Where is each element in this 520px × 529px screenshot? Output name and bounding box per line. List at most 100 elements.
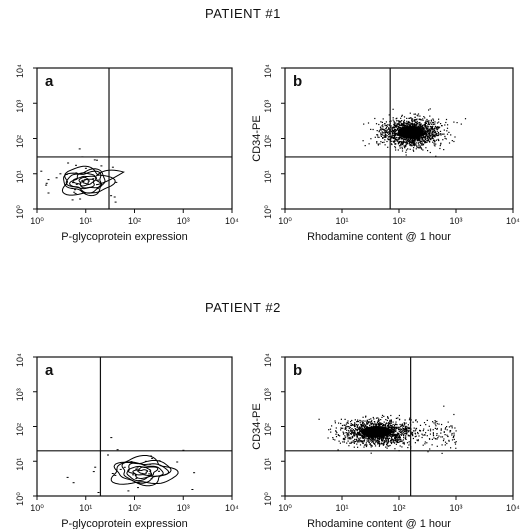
data-point bbox=[387, 425, 389, 427]
data-point bbox=[420, 119, 422, 121]
data-point bbox=[422, 125, 424, 127]
data-point bbox=[332, 438, 334, 440]
data-point bbox=[440, 143, 442, 145]
data-point bbox=[396, 123, 398, 125]
data-point bbox=[393, 137, 395, 139]
data-point bbox=[434, 121, 436, 123]
data-point bbox=[354, 419, 356, 421]
data-point bbox=[384, 139, 386, 141]
data-point bbox=[412, 139, 414, 141]
data-point bbox=[446, 127, 449, 129]
data-point bbox=[405, 431, 407, 433]
data-point bbox=[363, 444, 366, 446]
data-point bbox=[383, 442, 385, 444]
data-point bbox=[396, 136, 398, 139]
speckle bbox=[135, 468, 138, 470]
speckle bbox=[176, 461, 179, 463]
data-point bbox=[421, 433, 423, 435]
data-point bbox=[427, 138, 429, 140]
data-point bbox=[357, 441, 359, 443]
data-point bbox=[388, 127, 390, 129]
data-point bbox=[384, 125, 386, 127]
data-point bbox=[408, 120, 410, 123]
data-point bbox=[422, 128, 424, 130]
data-point bbox=[409, 139, 411, 141]
y-axis-label: CD34-PE bbox=[251, 403, 263, 449]
data-point bbox=[383, 415, 385, 417]
data-point bbox=[416, 118, 418, 120]
data-point bbox=[390, 136, 392, 138]
data-point bbox=[431, 438, 433, 440]
data-point bbox=[342, 437, 345, 440]
data-point bbox=[390, 424, 392, 427]
data-point bbox=[387, 138, 389, 140]
data-point bbox=[395, 443, 397, 445]
data-point bbox=[439, 145, 441, 147]
data-point bbox=[362, 425, 364, 427]
x-tick-label: 10⁴ bbox=[225, 503, 239, 513]
data-point bbox=[451, 425, 453, 427]
data-point bbox=[383, 141, 385, 143]
data-point bbox=[429, 123, 431, 126]
data-point bbox=[347, 433, 349, 435]
data-point bbox=[372, 416, 374, 419]
data-point bbox=[394, 433, 396, 436]
data-point bbox=[395, 129, 397, 131]
data-point bbox=[394, 130, 396, 132]
data-point bbox=[425, 424, 427, 426]
data-point bbox=[441, 452, 443, 454]
data-point bbox=[402, 144, 404, 146]
speckle bbox=[100, 165, 103, 167]
data-point bbox=[395, 124, 397, 126]
contour-line bbox=[78, 176, 95, 187]
data-point bbox=[401, 150, 404, 152]
data-point bbox=[383, 135, 385, 137]
data-point bbox=[342, 433, 345, 435]
data-point bbox=[401, 141, 403, 143]
data-point bbox=[391, 131, 393, 133]
data-point bbox=[345, 432, 347, 434]
patient-2-title: PATIENT #2 bbox=[205, 300, 281, 315]
x-axis-label: Rhodamine content @ 1 hour bbox=[307, 231, 451, 243]
data-point bbox=[395, 430, 397, 432]
data-point bbox=[427, 129, 429, 131]
speckle bbox=[92, 471, 95, 473]
data-point bbox=[345, 423, 347, 425]
data-point bbox=[364, 425, 366, 427]
speckle bbox=[71, 199, 74, 201]
data-point bbox=[447, 435, 449, 437]
data-point bbox=[377, 136, 379, 138]
data-point bbox=[385, 136, 387, 138]
data-point bbox=[415, 435, 417, 437]
data-point bbox=[392, 440, 394, 442]
data-point bbox=[396, 128, 399, 130]
speckle bbox=[96, 174, 99, 176]
data-point bbox=[427, 140, 429, 142]
data-point bbox=[387, 131, 389, 133]
data-point bbox=[408, 140, 410, 142]
y-tick-label: 10⁴ bbox=[263, 353, 273, 367]
data-point bbox=[393, 122, 395, 124]
data-point bbox=[398, 431, 400, 433]
data-point bbox=[384, 136, 386, 138]
speckle bbox=[84, 167, 87, 169]
data-point bbox=[403, 120, 405, 123]
data-point bbox=[400, 120, 402, 122]
data-point bbox=[395, 143, 397, 145]
data-point bbox=[381, 128, 383, 130]
data-point bbox=[366, 422, 368, 424]
data-point bbox=[394, 430, 396, 432]
data-point bbox=[392, 441, 394, 443]
data-point bbox=[361, 421, 363, 423]
data-point bbox=[390, 427, 392, 429]
data-point bbox=[440, 133, 442, 135]
data-point bbox=[410, 117, 412, 119]
data-point bbox=[354, 422, 356, 424]
speckle bbox=[75, 164, 77, 166]
data-point bbox=[346, 435, 348, 437]
data-point bbox=[385, 437, 387, 439]
data-point bbox=[416, 123, 418, 125]
data-point bbox=[440, 123, 442, 125]
data-point bbox=[392, 431, 394, 433]
